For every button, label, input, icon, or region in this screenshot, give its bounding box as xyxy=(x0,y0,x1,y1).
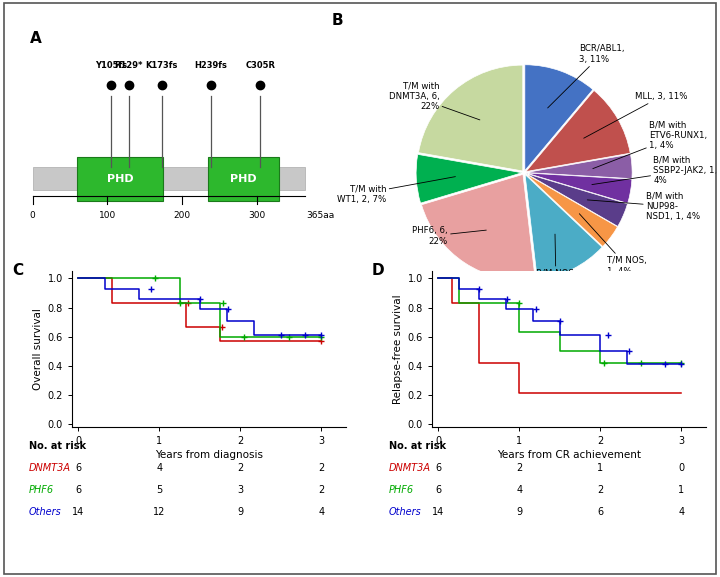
Text: 4: 4 xyxy=(678,507,685,517)
Text: C: C xyxy=(12,263,23,278)
Text: 6: 6 xyxy=(76,463,81,473)
Text: 3: 3 xyxy=(238,485,243,495)
Text: 1: 1 xyxy=(678,485,685,495)
Bar xyxy=(32,167,305,190)
Text: B/M NOS,
3, 11%: B/M NOS, 3, 11% xyxy=(536,234,576,288)
Text: No. at risk: No. at risk xyxy=(29,441,86,451)
Text: 6: 6 xyxy=(598,507,603,517)
Text: 4: 4 xyxy=(318,507,325,517)
Text: R129*: R129* xyxy=(114,61,143,70)
Wedge shape xyxy=(526,174,628,226)
Text: PHF6: PHF6 xyxy=(389,485,414,495)
Wedge shape xyxy=(525,174,602,280)
Wedge shape xyxy=(416,155,522,203)
Text: B/M with
ETV6-RUNX1,
1, 4%: B/M with ETV6-RUNX1, 1, 4% xyxy=(593,121,707,168)
Text: 4: 4 xyxy=(156,463,163,473)
Text: B/M with
NUP98-
NSD1, 1, 4%: B/M with NUP98- NSD1, 1, 4% xyxy=(588,192,700,222)
Text: K173fs: K173fs xyxy=(145,61,178,70)
Text: 200: 200 xyxy=(174,211,190,220)
Text: 9: 9 xyxy=(238,507,243,517)
Text: T/M with
WT1, 2, 7%: T/M with WT1, 2, 7% xyxy=(337,177,456,204)
Text: B: B xyxy=(331,13,343,28)
Text: PHD: PHD xyxy=(107,174,134,184)
Text: 2: 2 xyxy=(516,463,523,473)
Text: A: A xyxy=(30,31,42,46)
Bar xyxy=(77,157,163,201)
Text: Y105fs: Y105fs xyxy=(95,61,127,70)
Y-axis label: Relapse-free survival: Relapse-free survival xyxy=(393,294,403,404)
Text: 6: 6 xyxy=(436,463,441,473)
Text: 4: 4 xyxy=(516,485,523,495)
Text: 5: 5 xyxy=(156,485,163,495)
Text: Others: Others xyxy=(389,507,421,517)
Text: 2: 2 xyxy=(318,463,325,473)
X-axis label: Years from CR achievement: Years from CR achievement xyxy=(497,450,641,460)
Wedge shape xyxy=(421,174,535,280)
Text: No. at risk: No. at risk xyxy=(389,441,446,451)
Text: 2: 2 xyxy=(598,485,603,495)
Text: 300: 300 xyxy=(248,211,265,220)
Text: 14: 14 xyxy=(432,507,445,517)
Y-axis label: Overall survival: Overall survival xyxy=(33,308,43,390)
Text: DNMT3A: DNMT3A xyxy=(29,463,71,473)
Text: 14: 14 xyxy=(72,507,85,517)
Text: D: D xyxy=(372,263,384,278)
Text: H239fs: H239fs xyxy=(194,61,228,70)
Text: 0: 0 xyxy=(678,463,685,473)
Text: C305R: C305R xyxy=(246,61,275,70)
Text: 1: 1 xyxy=(598,463,603,473)
Wedge shape xyxy=(526,174,618,246)
Text: 100: 100 xyxy=(99,211,116,220)
Text: BCR/ABL1,
3, 11%: BCR/ABL1, 3, 11% xyxy=(548,44,625,108)
Text: PHF6, 6,
22%: PHF6, 6, 22% xyxy=(413,226,486,246)
X-axis label: Years from diagnosis: Years from diagnosis xyxy=(155,450,263,460)
Text: Others: Others xyxy=(29,507,61,517)
Wedge shape xyxy=(525,65,593,171)
Text: 2: 2 xyxy=(318,485,325,495)
Bar xyxy=(208,157,279,201)
Text: T/M NOS,
1, 4%: T/M NOS, 1, 4% xyxy=(580,213,647,275)
Text: 6: 6 xyxy=(76,485,81,495)
Text: 365aa: 365aa xyxy=(307,211,335,220)
Text: 0: 0 xyxy=(30,211,35,220)
Text: PHD: PHD xyxy=(230,174,257,184)
Wedge shape xyxy=(526,91,630,171)
Text: DNMT3A: DNMT3A xyxy=(389,463,431,473)
Text: PHF6: PHF6 xyxy=(29,485,54,495)
Text: T/M with
DNMT3A, 6,
22%: T/M with DNMT3A, 6, 22% xyxy=(389,81,480,120)
Wedge shape xyxy=(526,173,632,203)
Text: 6: 6 xyxy=(436,485,441,495)
Text: 12: 12 xyxy=(153,507,166,517)
Wedge shape xyxy=(418,65,523,171)
Text: B/M with
SSBP2-JAK2, 1,
4%: B/M with SSBP2-JAK2, 1, 4% xyxy=(592,156,717,185)
Text: 2: 2 xyxy=(238,463,243,473)
Wedge shape xyxy=(526,154,632,179)
Text: 9: 9 xyxy=(516,507,523,517)
Text: MLL, 3, 11%: MLL, 3, 11% xyxy=(584,92,688,138)
